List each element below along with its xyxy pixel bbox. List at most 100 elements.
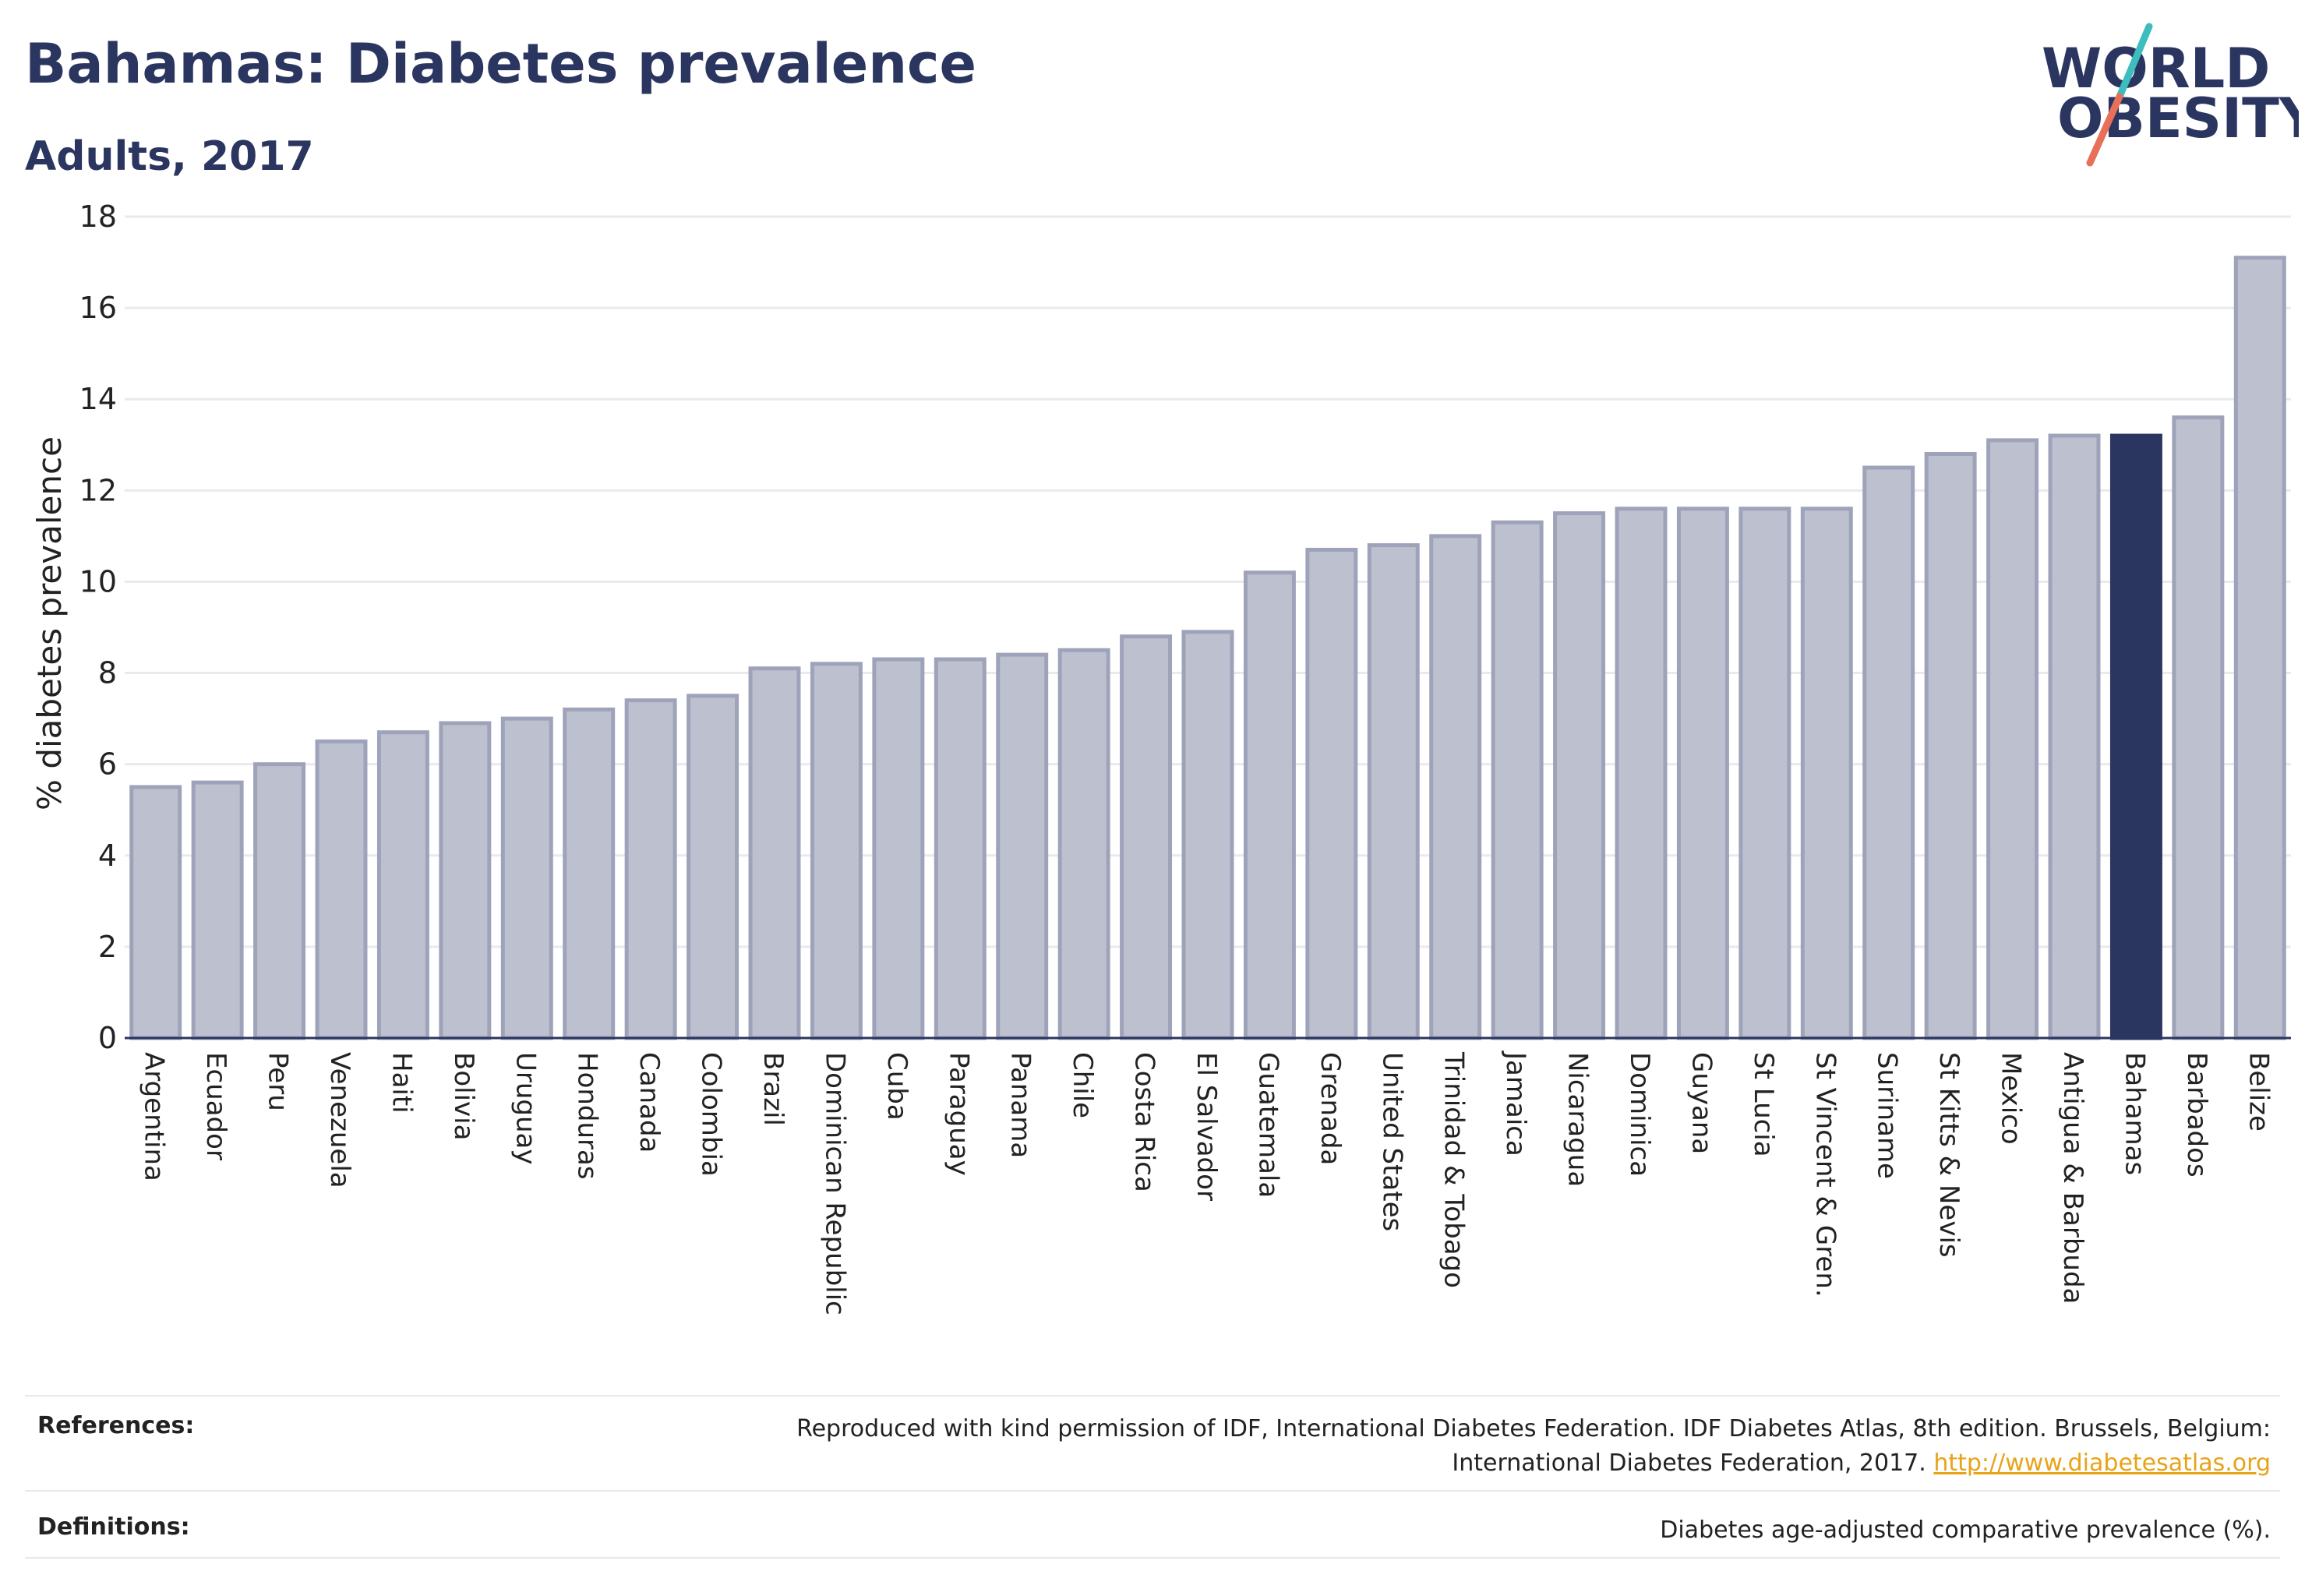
footer-rule-middle [25, 1490, 2280, 1492]
y-tick-label: 16 [79, 291, 117, 325]
bar-st-lucia [1738, 507, 1791, 1040]
references-label: References: [37, 1412, 195, 1439]
category-label: Dominican Republic [819, 1052, 850, 1315]
category-label: Uruguay [510, 1052, 541, 1165]
category-label: Dominica [1624, 1052, 1655, 1177]
bar-paraguay [934, 657, 987, 1040]
category-labels: Argentina Ecuador Peru Venezuela Haiti Bolivi… [139, 1050, 2275, 1315]
category-label: St Vincent & Gren. [1809, 1052, 1841, 1298]
category-label: Venezuela [324, 1052, 355, 1188]
category-label: Canada [634, 1052, 665, 1153]
bar-belize [2233, 256, 2286, 1040]
category-label: United States [1376, 1052, 1407, 1231]
bar-st-kitts-nevis [1924, 451, 1977, 1040]
category-label: Barbados [2181, 1052, 2212, 1178]
logo-word-world: WORLD [2042, 37, 2270, 101]
bar-costa-rica [1120, 634, 1173, 1040]
category-label: Panama [1005, 1052, 1036, 1158]
bar-chart: 0 2 4 6 8 10 12 14 16 18 Argentina Ecuador Peru Vene… [30, 200, 2291, 1315]
category-label: Suriname [1872, 1052, 1903, 1179]
references-line-2: International Diabetes Federation, 2017.… [796, 1446, 2271, 1481]
category-label: Grenada [1315, 1052, 1346, 1165]
category-label: Haiti [386, 1052, 417, 1114]
y-tick-label: 10 [79, 564, 117, 598]
category-label: Trinidad & Tobago [1438, 1051, 1470, 1288]
y-tick-label: 2 [98, 930, 117, 964]
bar-nicaragua [1553, 511, 1606, 1040]
y-tick-labels: 0 2 4 6 8 10 12 14 16 18 [79, 200, 117, 1055]
bar-chile [1057, 648, 1110, 1040]
bar-barbados [2172, 415, 2225, 1040]
category-label: Ecuador [200, 1052, 231, 1160]
category-label: Guatemala [1252, 1052, 1283, 1198]
y-tick-label: 18 [79, 200, 117, 234]
references-text: Reproduced with kind permission of IDF, … [796, 1412, 2271, 1480]
bar-ecuador [191, 780, 244, 1040]
diabetes-atlas-link[interactable]: http://www.diabetesatlas.org [1933, 1449, 2271, 1477]
bar-guatemala [1243, 570, 1296, 1040]
references-row: References: Reproduced with kind permiss… [25, 1412, 2280, 1482]
bar-canada [624, 698, 677, 1040]
references-line-2-text: International Diabetes Federation, 2017. [1452, 1449, 1926, 1477]
category-label: Nicaragua [1562, 1052, 1594, 1187]
bar-trinidad-tobago [1429, 534, 1482, 1040]
category-label: Belize [2243, 1052, 2274, 1132]
category-label: Honduras [572, 1052, 603, 1180]
chart-title: Bahamas: Diabetes prevalence [25, 32, 977, 96]
bar-guyana [1676, 507, 1729, 1040]
category-label: El Salvador [1191, 1052, 1222, 1201]
category-label: Colombia [696, 1052, 727, 1177]
bar-antigua-barbuda [2048, 433, 2101, 1040]
definitions-text: Diabetes age-adjusted comparative preval… [1660, 1517, 2271, 1544]
bar-bahamas [2109, 433, 2162, 1040]
footer-rule-bottom [25, 1557, 2280, 1559]
category-label: Mexico [1996, 1052, 2027, 1145]
category-label: Cuba [881, 1052, 912, 1121]
bar-brazil [748, 666, 801, 1040]
references-line-1: Reproduced with kind permission of IDF, … [796, 1415, 2271, 1442]
category-label: St Kitts & Nevis [1933, 1052, 1964, 1258]
y-tick-label: 8 [98, 656, 117, 690]
bar-uruguay [500, 716, 553, 1040]
category-label: Peru [263, 1052, 294, 1111]
logo-slash-top [2116, 23, 2153, 101]
y-tick-label: 12 [79, 473, 117, 507]
footer-rule-top [25, 1395, 2280, 1396]
bar-panama [996, 652, 1049, 1040]
category-label: Chile [1067, 1052, 1098, 1118]
world-obesity-logo: WORLD OBESITY [2042, 23, 2299, 167]
definitions-label: Definitions: [37, 1513, 190, 1541]
bar-honduras [563, 707, 616, 1040]
bar-suriname [1862, 465, 1915, 1040]
bar-venezuela [315, 739, 368, 1040]
bar-bolivia [439, 721, 492, 1040]
y-tick-label: 4 [98, 839, 117, 873]
bar-st-vincent-gren- [1800, 507, 1853, 1040]
logo-slash-bottom [2086, 93, 2123, 167]
bar-haiti [376, 730, 429, 1040]
bar-united-states [1367, 543, 1420, 1040]
y-tick-label: 14 [79, 382, 117, 416]
category-label: Antigua & Barbuda [2057, 1052, 2088, 1304]
bars [129, 256, 2286, 1040]
y-tick-label: 0 [98, 1021, 117, 1055]
bar-jamaica [1491, 520, 1544, 1040]
bar-cuba [872, 657, 925, 1040]
bar-dominica [1615, 507, 1668, 1040]
category-label: Costa Rica [1129, 1052, 1160, 1192]
category-label: Argentina [139, 1052, 170, 1181]
bar-argentina [129, 785, 182, 1040]
category-label: Paraguay [943, 1052, 974, 1176]
bar-colombia [687, 694, 740, 1040]
y-tick-label: 6 [98, 747, 117, 782]
bar-el-salvador [1181, 630, 1234, 1040]
category-label: St Lucia [1748, 1052, 1779, 1157]
bar-peru [253, 762, 306, 1040]
y-axis-label: % diabetes prevalence [30, 436, 69, 810]
bar-dominican-republic [810, 662, 863, 1040]
bar-mexico [1986, 438, 2039, 1040]
chart-subtitle: Adults, 2017 [25, 133, 314, 180]
category-label: Brazil [757, 1052, 789, 1126]
category-label: Bolivia [448, 1052, 479, 1140]
bar-grenada [1305, 547, 1358, 1040]
